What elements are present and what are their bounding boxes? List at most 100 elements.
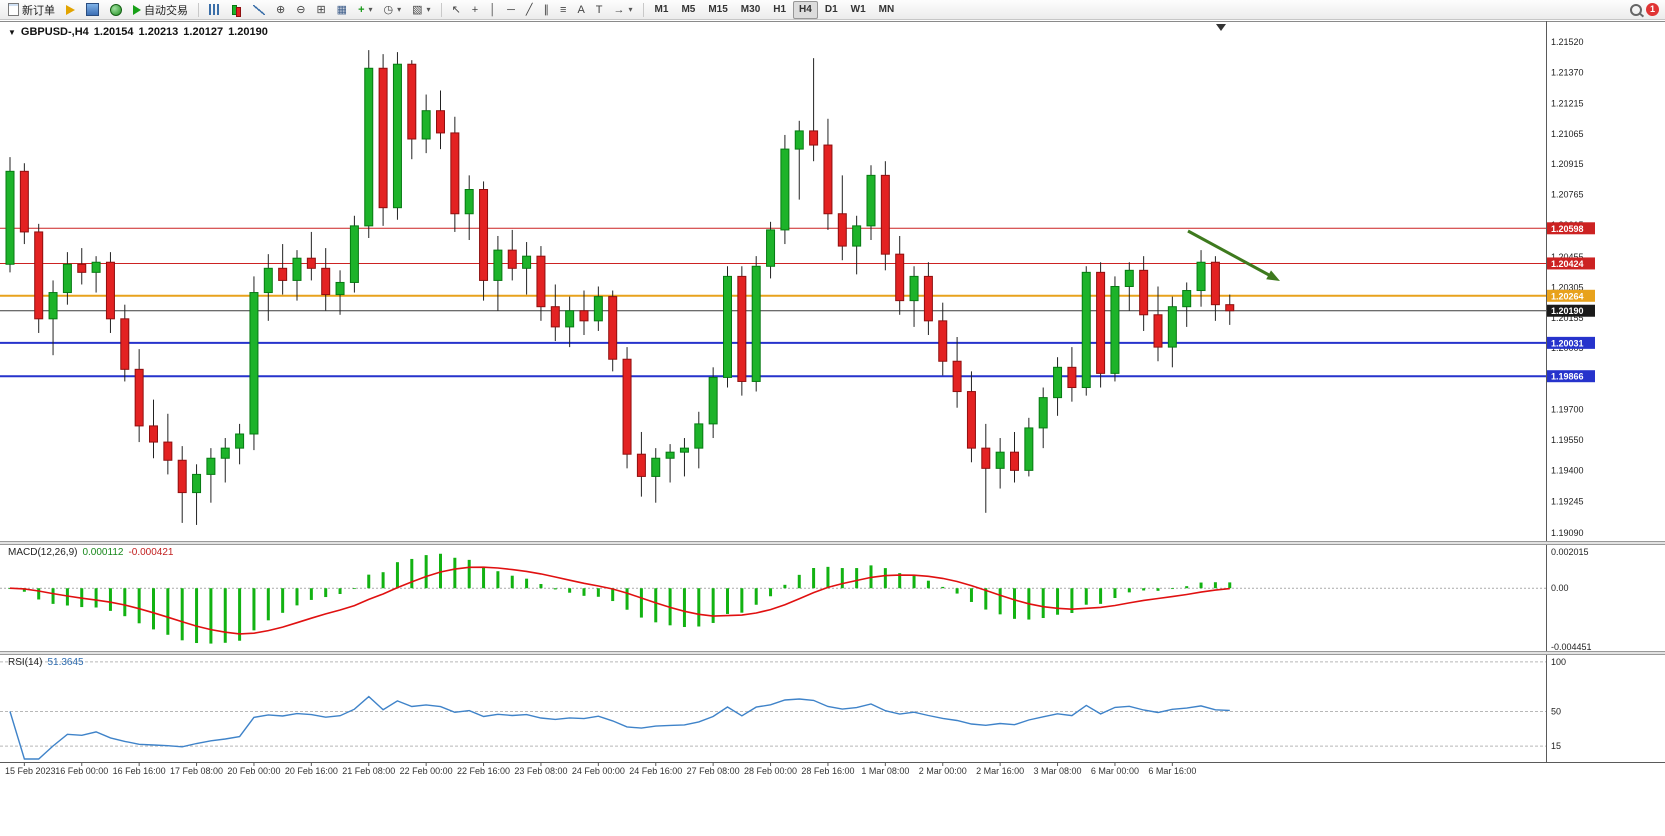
candle-up (206, 457, 216, 475)
macd-histogram-bar (166, 588, 170, 635)
macd-main-value: 0.000112 (82, 547, 124, 558)
candle-down (952, 360, 962, 393)
price-tag-1.20190[interactable] (1547, 304, 1595, 317)
candle-down (579, 310, 589, 322)
candle-up (909, 275, 919, 302)
time-axis-label: 27 Feb 08:00 (687, 766, 740, 776)
candle-up (235, 433, 245, 449)
zoom-in-icon: ⊕ (276, 3, 286, 16)
timeframe-d1[interactable]: D1 (824, 4, 838, 15)
candle-down (149, 425, 158, 443)
fibonacci-tool-button[interactable]: ≡ (555, 1, 571, 19)
auto-trading-button[interactable]: 自动交易 (128, 1, 193, 19)
timeframe-mn[interactable]: MN (878, 4, 895, 15)
macd-histogram-bar (568, 588, 572, 593)
macd-histogram-bar (1113, 588, 1117, 599)
text-label-icon: T (595, 3, 603, 16)
macd-histogram-bar (754, 588, 758, 605)
arrange-button[interactable]: ▦ (332, 1, 352, 19)
vertical-line-tool-button[interactable]: │ (484, 1, 501, 19)
crosshair-tool-button[interactable]: + (467, 1, 483, 19)
arrow-annotation-head[interactable] (1266, 270, 1280, 281)
timeframe-m5[interactable]: M5 (681, 4, 696, 15)
candle-up (263, 267, 273, 294)
timeframe-m15[interactable]: M15 (708, 4, 728, 15)
price-tick-label: 1.21520 (1551, 37, 1584, 47)
time-axis-label: 17 Feb 08:00 (170, 766, 223, 776)
template-icon: ▧ (412, 3, 423, 16)
refresh-button[interactable] (105, 1, 127, 19)
macd-histogram-bar (381, 572, 385, 589)
macd-histogram-bar (654, 588, 658, 623)
time-axis-label: 6 Mar 16:00 (1148, 766, 1196, 776)
trendline-icon: ╱ (525, 3, 533, 16)
candlestick-chart-button[interactable] (226, 1, 247, 19)
time-axis-label: 28 Feb 16:00 (801, 766, 854, 776)
channel-tool-button[interactable]: ∥ (539, 1, 555, 19)
arrow-annotation[interactable] (1187, 229, 1270, 277)
timeframe-h1[interactable]: H1 (773, 4, 787, 15)
notification-badge[interactable]: 1 (1646, 3, 1659, 16)
macd-histogram-bar (1041, 588, 1045, 619)
new-order-button[interactable]: 新订单 (3, 1, 60, 19)
timeframe-w1[interactable]: W1 (850, 4, 866, 15)
dropdown-caret-icon: ▾ (368, 5, 373, 14)
play-icon (133, 4, 141, 15)
zoom-out-button[interactable]: ⊖ (291, 1, 310, 19)
panel-splitter-rsi[interactable] (0, 651, 1665, 655)
macd-histogram-bar (238, 588, 242, 641)
tile-windows-button[interactable]: ⊞ (311, 1, 330, 19)
macd-histogram-bar (898, 573, 902, 589)
macd-histogram-bar (912, 575, 916, 589)
candle-up (651, 457, 661, 477)
timeframe-m1[interactable]: M1 (654, 4, 669, 15)
macd-histogram-bar (338, 588, 342, 594)
horizontal-line-tool-button[interactable]: ─ (502, 1, 520, 19)
candle-up (1167, 306, 1177, 348)
panel-splitter-macd[interactable] (0, 541, 1665, 545)
cursor-tool-button[interactable]: ↖ (447, 1, 466, 19)
price-tag-1.20424[interactable] (1547, 257, 1595, 270)
periods-button[interactable]: ◷ ▾ (379, 1, 407, 19)
add-indicator-button[interactable]: + ▾ (353, 1, 377, 19)
price-tag-1.19866[interactable] (1547, 370, 1595, 383)
time-axis-label: 21 Feb 08:00 (342, 766, 395, 776)
quote-high: 1.20213 (138, 26, 179, 38)
time-axis-label: 22 Feb 00:00 (400, 766, 453, 776)
bar-chart-button[interactable] (204, 1, 225, 19)
text-label-tool-button[interactable]: T (591, 1, 608, 19)
trendline-tool-button[interactable]: ╱ (521, 1, 538, 19)
time-axis-label: 28 Feb 00:00 (744, 766, 797, 776)
macd-histogram-bar (467, 559, 471, 589)
zoom-in-button[interactable]: ⊕ (271, 1, 290, 19)
price-tag-1.20598[interactable] (1547, 222, 1595, 235)
macd-histogram-bar (682, 588, 686, 628)
candle-down (837, 213, 847, 247)
timeframe-h4[interactable]: H4 (793, 0, 818, 19)
candle-down (163, 441, 173, 461)
search-icon[interactable] (1630, 3, 1642, 16)
toolbar-separator (198, 2, 199, 17)
symbol-period-label: GBPUSD-,H4 (20, 26, 89, 38)
price-tag-1.20264[interactable] (1547, 289, 1595, 302)
market-watch-button[interactable] (81, 1, 104, 19)
candle-up (91, 261, 101, 273)
macd-histogram-bar (137, 588, 141, 624)
macd-histogram-bar (1013, 588, 1016, 619)
price-tag-1.20031[interactable] (1547, 336, 1595, 349)
line-chart-button[interactable] (248, 1, 270, 19)
alerts-button[interactable] (61, 1, 80, 19)
horn-icon (66, 4, 75, 15)
arrows-tool-button[interactable]: → ▾ (609, 1, 638, 19)
macd-axis-top: 0.002015 (1551, 547, 1589, 557)
candle-up (1182, 290, 1192, 308)
symbol-menu-icon[interactable]: ▼ (8, 27, 16, 37)
macd-histogram-bar (1213, 582, 1217, 589)
line-chart-icon (253, 4, 265, 15)
candle-up (766, 229, 776, 267)
candle-up (349, 225, 359, 283)
template-button[interactable]: ▧ ▾ (407, 1, 435, 19)
timeframe-m30[interactable]: M30 (740, 4, 761, 15)
text-tool-button[interactable]: A (572, 1, 589, 19)
